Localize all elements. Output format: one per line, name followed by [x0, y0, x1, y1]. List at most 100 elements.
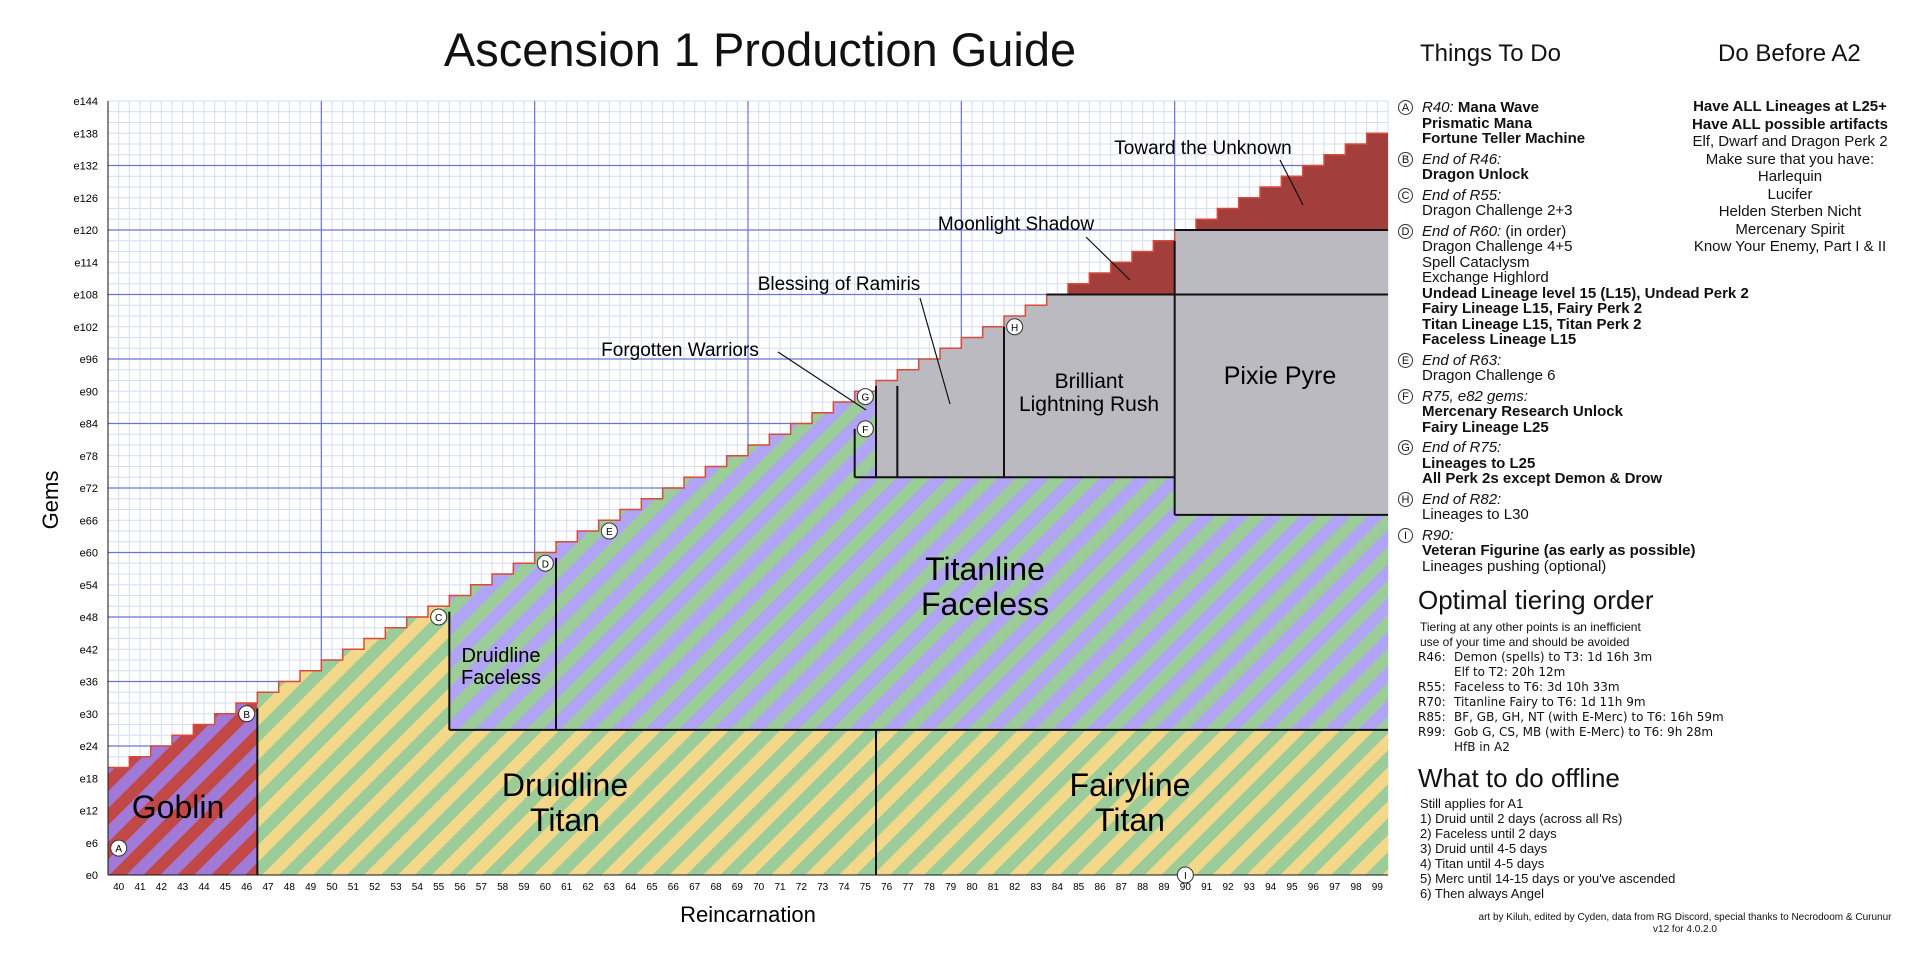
x-axis-label: Reincarnation [680, 902, 816, 927]
before-a2-item: Have ALL Lineages at L25+ [1693, 98, 1887, 115]
y-tick-label: e114 [74, 257, 98, 269]
offline-item: Still applies for A1 [1420, 796, 1524, 811]
region-pixie-lower [1174, 477, 1388, 515]
before-a2-item: Have ALL possible artifacts [1692, 115, 1888, 133]
x-tick-label: 41 [134, 882, 146, 893]
do-before-a2-heading: Do Before A2 [1718, 40, 1861, 67]
todo-marker: F [1398, 388, 1413, 404]
todo-line: Fortune Teller Machine [1422, 131, 1818, 147]
x-tick-label: 50 [326, 882, 338, 893]
tiering-round: R55: [1418, 680, 1446, 694]
x-tick-label: 43 [177, 882, 189, 893]
todo-marker: D [1398, 223, 1413, 239]
label-pixie-pyre: Pixie Pyre [1224, 362, 1337, 390]
milestone-marker [238, 705, 256, 723]
todo-line: Dragon Challenge 4+5 [1422, 239, 1818, 255]
milestone-marker-label: D [542, 559, 549, 570]
tiering-row: Elf to T2: 20h 12m [1418, 665, 1724, 680]
todo-line: R40: Mana Wave [1422, 100, 1818, 116]
y-tick-label: e78 [80, 451, 98, 463]
offline-list: Still applies for A1 1) Druid until 2 day… [1420, 796, 1675, 901]
x-tick-label: 94 [1265, 882, 1277, 893]
x-tick-label: 48 [284, 882, 296, 893]
region-borders [256, 229, 1388, 875]
todo-text: End of R55: [1422, 186, 1502, 204]
todo-item: D End of R60: (in order) Dragon Challenge … [1398, 222, 1818, 348]
todo-text: End of R82: [1422, 490, 1502, 508]
x-tick-label: 44 [198, 882, 210, 893]
annotation-forgotten-warriors: Forgotten Warriors [601, 340, 759, 361]
todo-text: Fairy Lineage L15, Fairy Perk 2 [1422, 300, 1643, 317]
step-outline [108, 132, 1388, 769]
things-to-do-heading: Things To Do [1420, 40, 1561, 67]
y-tick-label: e30 [80, 709, 98, 721]
todo-text: Veteran Figurine (as early as possible) [1422, 542, 1696, 559]
todo-item: C End of R55: Dragon Challenge 2+3 [1398, 186, 1818, 219]
x-tick-label: 95 [1286, 882, 1298, 893]
page-title: Ascension 1 Production Guide [443, 23, 1077, 76]
todo-line: Exchange Highlord [1422, 270, 1818, 286]
todo-text: R40: [1422, 99, 1458, 116]
todo-line: R90: [1422, 527, 1818, 544]
x-tick-label: 62 [582, 882, 594, 893]
tiering-row: R99: Gob G, CS, MB (with E-Merc) to T6: 9… [1418, 725, 1724, 740]
x-tick-label: 52 [369, 882, 381, 893]
credits-line: art by Kiluh, edited by Cyden, data from… [1478, 912, 1892, 923]
x-tick-label: 57 [476, 882, 488, 893]
milestone-marker [430, 608, 448, 626]
x-tick-label: 58 [497, 882, 509, 893]
tiering-row: R70: Titanline Fairy to T6: 1d 11h 9m [1418, 695, 1724, 710]
todo-item: E End of R63: Dragon Challenge 6 [1398, 351, 1818, 384]
tiering-round: R46: [1418, 650, 1446, 664]
todo-text: End of R63: [1422, 351, 1502, 369]
before-a2-item: Elf, Dwarf and Dragon Perk 2 [1692, 133, 1888, 150]
tiering-round [1418, 740, 1454, 755]
y-tick-label: e138 [74, 128, 98, 140]
todo-text: Lineages pushing (optional) [1422, 557, 1607, 575]
y-tick-label: e18 [80, 773, 98, 785]
x-tick-label: 99 [1372, 882, 1384, 893]
region-labels: Goblin Druidline Titan Fairyline Titan Druidl… [132, 138, 1337, 838]
x-tick-label: 63 [604, 882, 616, 893]
label-goblin: Goblin [132, 789, 225, 825]
annotation-moonlight-shadow: Moonlight Shadow [938, 214, 1095, 235]
milestone-marker [856, 420, 874, 438]
x-tick-label: 56 [454, 882, 466, 893]
milestone-marker [1006, 318, 1024, 336]
before-a2-item: Lucifer [1767, 185, 1813, 203]
production-chart: 40 41 42 43 44 45 46 47 48 49 50 51 52 53 54 55 56 57 58 59… [38, 96, 1389, 927]
todo-text: Prismatic Mana [1422, 114, 1533, 132]
x-tick-label: 47 [262, 882, 274, 893]
tiering-row: R46: Demon (spells) to T3: 1d 16h 3m [1418, 650, 1724, 665]
todo-line: Prismatic Mana [1422, 114, 1818, 132]
todo-line: R75, e82 gems: [1422, 388, 1818, 405]
label-brilliant-lightning-rush: Brilliant Lightning Rush [1019, 370, 1159, 416]
step-line [108, 132, 1388, 769]
x-tick-label: 64 [625, 882, 637, 893]
milestone-marker-label: F [862, 425, 868, 436]
x-tick-label: 61 [561, 882, 573, 893]
todo-text: End of R60: [1422, 222, 1502, 240]
offline-item: 3) Druid until 4-5 days [1420, 841, 1548, 856]
x-tick-label: 60 [540, 882, 552, 893]
x-tick-label: 82 [1009, 882, 1021, 893]
y-tick-label: e12 [80, 806, 98, 818]
todo-line: Lineages pushing (optional) [1422, 557, 1818, 575]
label-druidline-faceless: Druidline Faceless [461, 645, 541, 689]
x-tick-label: 51 [348, 882, 360, 893]
x-tick-label: 69 [732, 882, 744, 893]
todo-line: All Perk 2s except Demon & Drow [1422, 471, 1818, 487]
tiering-text: Demon (spells) to T3: 1d 16h 3m [1454, 650, 1653, 664]
todo-line: End of R82: [1422, 490, 1818, 508]
x-tick-label: 85 [1073, 882, 1085, 893]
y-tick-label: e72 [80, 483, 98, 495]
x-tick-label: 66 [668, 882, 680, 893]
milestone-marker [536, 554, 554, 572]
todo-line: End of R55: [1422, 186, 1818, 204]
tiering-round: R99: [1418, 725, 1446, 739]
todo-text: Spell Cataclysm [1422, 253, 1530, 271]
todo-text: Titan Lineage L15, Titan Perk 2 [1422, 315, 1642, 333]
todo-item: B End of R46: Dragon Unlock [1398, 151, 1818, 183]
x-tick-label: 79 [945, 882, 957, 893]
before-a2-item: Helden Sterben Nicht [1718, 203, 1862, 220]
